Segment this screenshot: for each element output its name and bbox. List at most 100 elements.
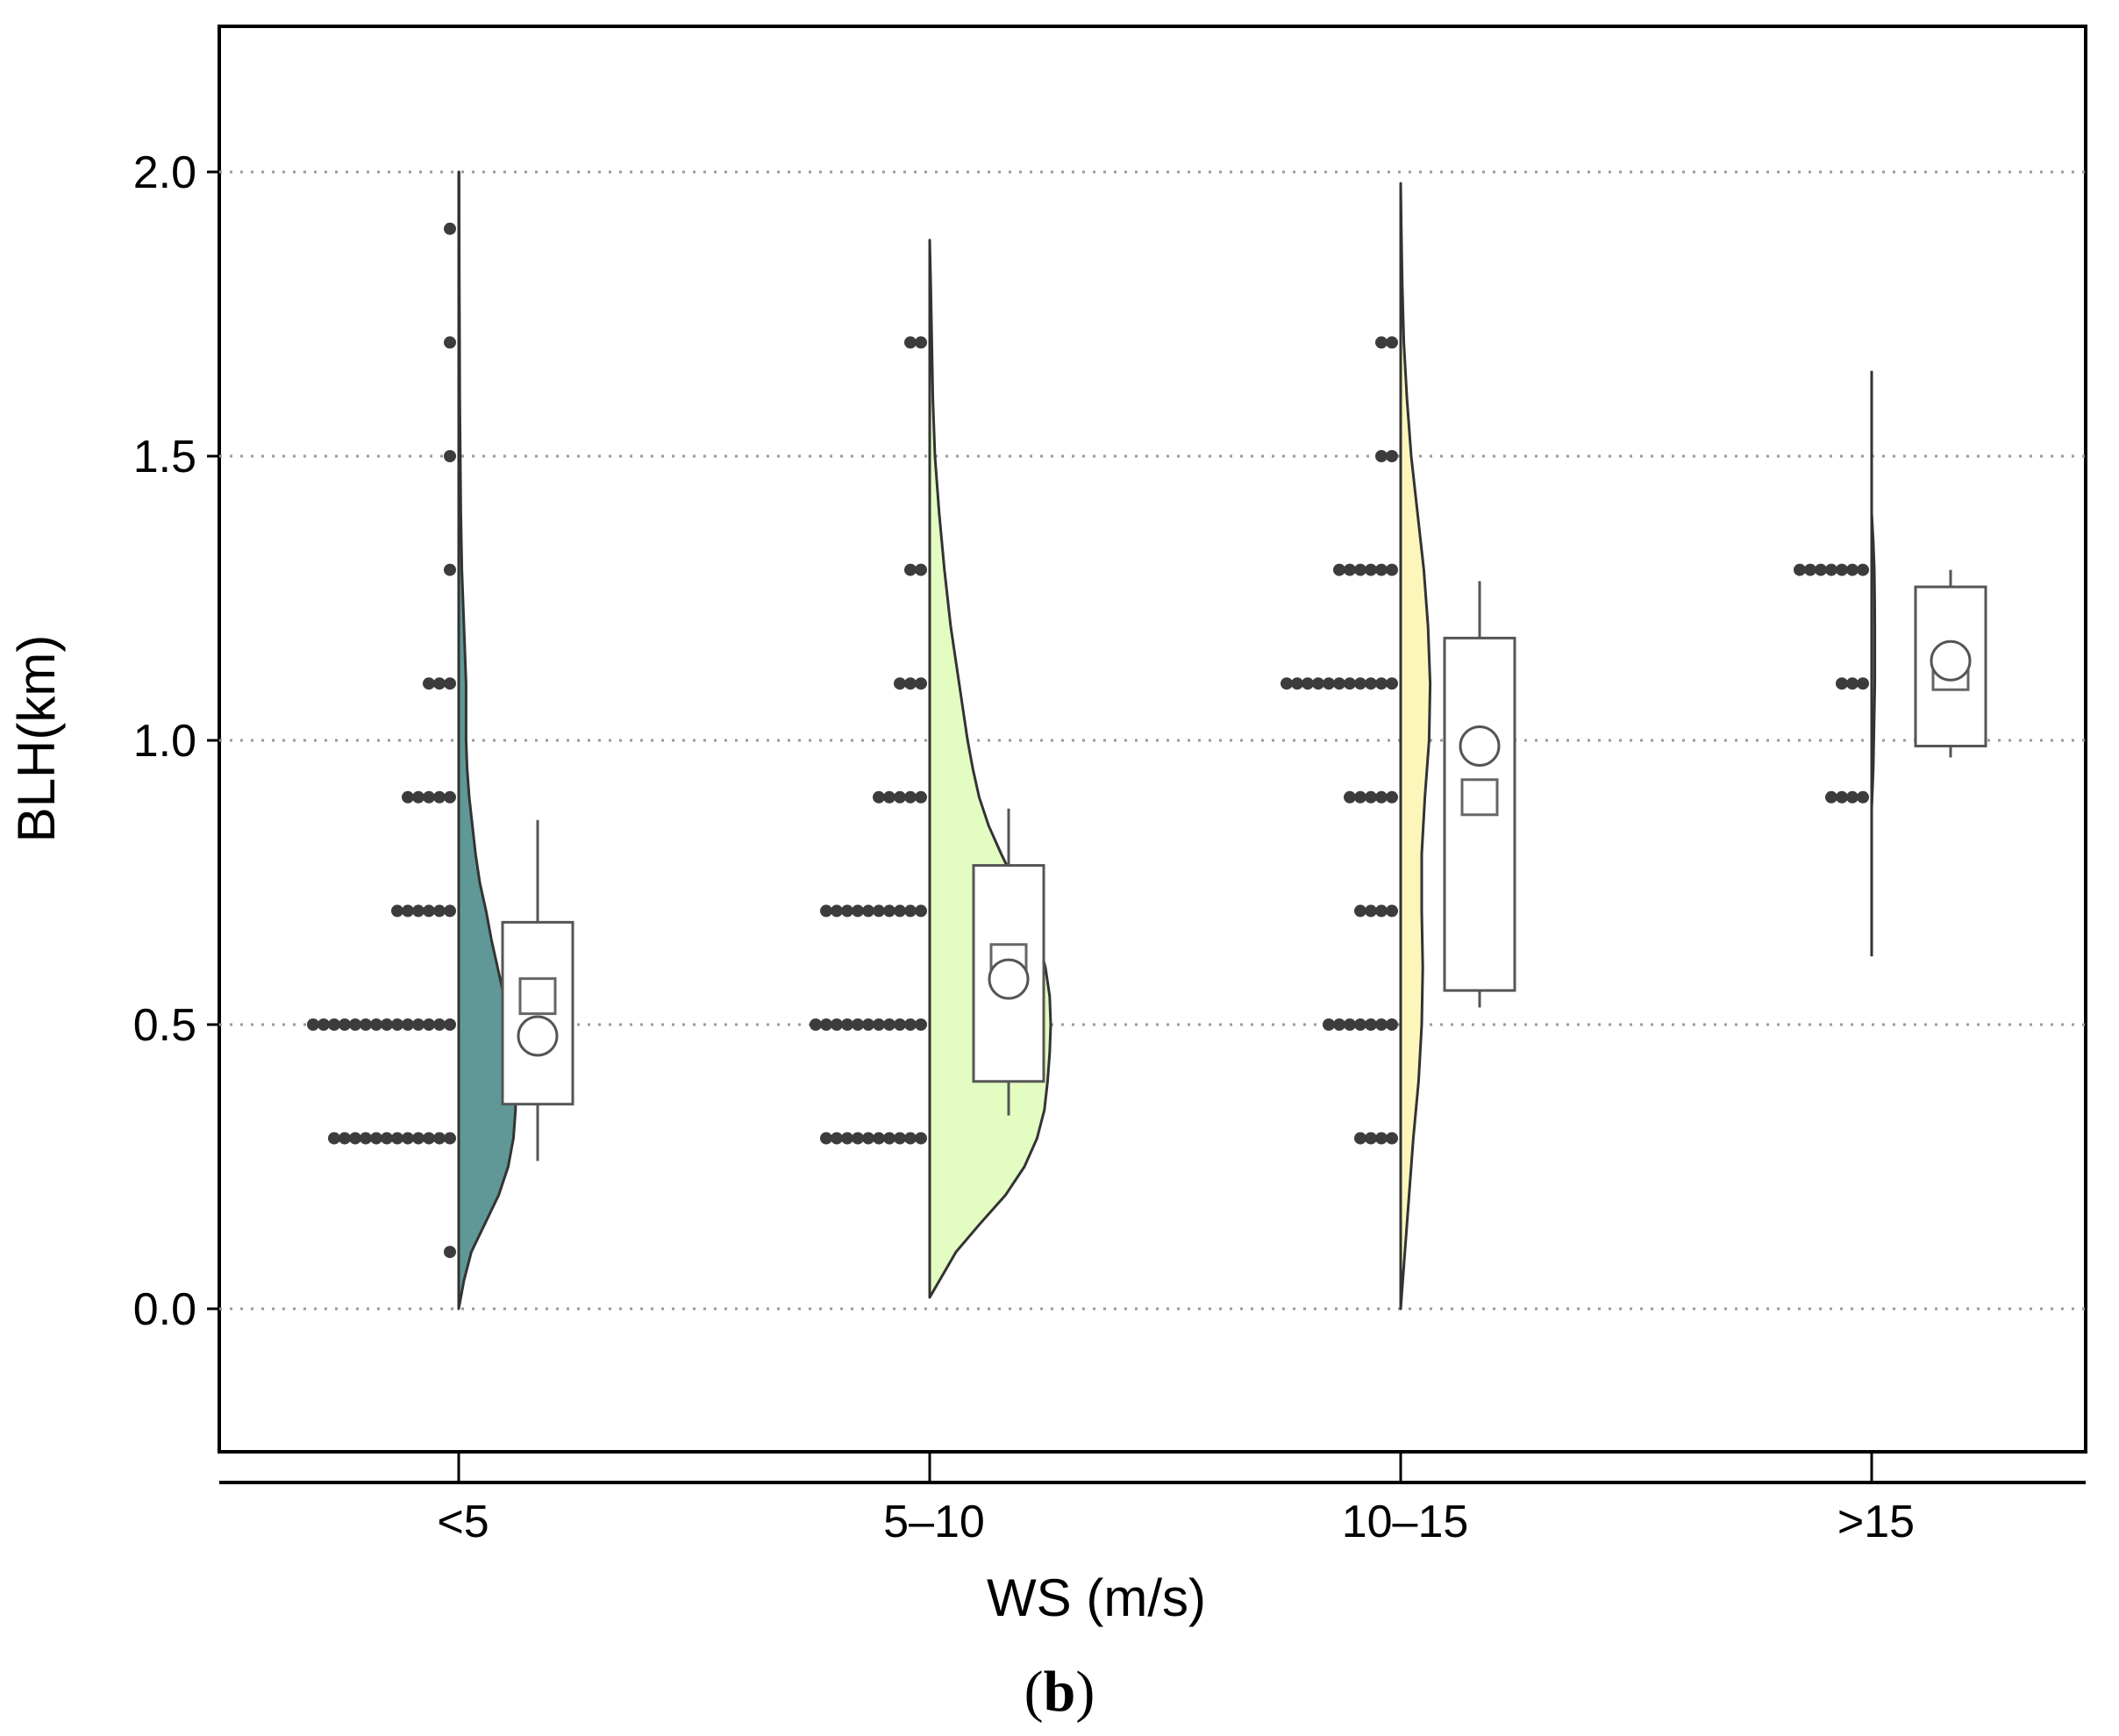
point-1-0-4 — [873, 1132, 885, 1145]
point-2-4-1 — [1375, 677, 1388, 690]
y-axis-ticks: 0.0 0.5 1.0 1.5 2.0 — [133, 147, 219, 1335]
point-2-5-4 — [1344, 563, 1356, 576]
x-axis-title: WS (m/s) — [987, 1568, 1206, 1627]
point-0-2-7 — [370, 1018, 382, 1031]
point-2-1-4 — [1344, 1018, 1356, 1031]
point-0-4-3 — [412, 790, 425, 804]
point-3-2-3 — [1825, 563, 1837, 576]
point-1-2-2 — [894, 904, 906, 918]
point-1-2-3 — [883, 904, 895, 918]
point-1-2-9 — [820, 904, 832, 918]
violin-0 — [457, 170, 517, 1311]
point-1-2-5 — [862, 904, 874, 918]
point-1-0-8 — [831, 1132, 843, 1145]
point-0-1-2 — [423, 1132, 435, 1145]
point-0-4-4 — [402, 790, 414, 804]
point-1-1-10 — [810, 1018, 822, 1031]
point-2-0-0 — [1386, 1132, 1398, 1145]
median-marker-0 — [518, 977, 557, 1016]
point-2-3-4 — [1344, 790, 1356, 804]
point-2-4-8 — [1302, 677, 1314, 690]
point-2-4-6 — [1323, 677, 1335, 690]
panel-label-open: ( — [1024, 1660, 1044, 1724]
point-1-0-1 — [904, 1132, 917, 1145]
point-1-2-7 — [841, 904, 853, 918]
series-0 — [307, 170, 574, 1311]
point-3-2-4 — [1815, 563, 1827, 576]
point-2-0-1 — [1375, 1132, 1388, 1145]
point-1-3-4 — [873, 790, 885, 804]
point-2-2-2 — [1365, 904, 1377, 918]
y-axis-title: BLH(km) — [7, 635, 66, 843]
point-2-1-1 — [1375, 1018, 1388, 1031]
x-tick-label-2: 10–15 — [1342, 1497, 1469, 1547]
point-0-2-11 — [328, 1018, 340, 1031]
point-2-3-2 — [1365, 790, 1377, 804]
point-0-1-11 — [328, 1132, 340, 1145]
mean-marker-2 — [1459, 725, 1501, 767]
point-2-4-10 — [1281, 677, 1293, 690]
point-1-1-4 — [873, 1018, 885, 1031]
point-1-0-6 — [852, 1132, 864, 1145]
point-0-2-12 — [317, 1018, 330, 1031]
point-0-1-9 — [349, 1132, 361, 1145]
violin-1 — [928, 239, 1052, 1299]
series-1 — [810, 239, 1052, 1299]
point-2-4-0 — [1386, 677, 1398, 690]
series-2 — [1281, 182, 1516, 1311]
y-tick-label-3: 1.5 — [133, 432, 196, 482]
y-tick-label-2: 1.0 — [133, 716, 196, 767]
point-0-2-0 — [444, 1018, 456, 1031]
point-2-3-3 — [1354, 790, 1366, 804]
point-0-1-5 — [391, 1132, 403, 1145]
point-0-3-2 — [423, 904, 435, 918]
point-1-0-2 — [894, 1132, 906, 1145]
point-3-0-3 — [1825, 790, 1837, 804]
point-2-6-0 — [1386, 450, 1398, 462]
point-1-5-0 — [915, 563, 927, 576]
point-1-4-2 — [894, 677, 906, 690]
point-1-3-2 — [894, 790, 906, 804]
point-2-0-2 — [1365, 1132, 1377, 1145]
point-0-5-0 — [444, 677, 456, 690]
point-3-1-0 — [1857, 677, 1869, 690]
point-0-4-1 — [433, 790, 446, 804]
point-3-0-0 — [1857, 790, 1869, 804]
point-2-5-3 — [1354, 563, 1366, 576]
point-0-4-0 — [444, 790, 456, 804]
point-0-3-3 — [412, 904, 425, 918]
point-3-0-2 — [1836, 790, 1848, 804]
point-0-1-8 — [360, 1132, 372, 1145]
box-2 — [1443, 636, 1516, 992]
point-1-0-7 — [841, 1132, 853, 1145]
point-2-4-5 — [1333, 677, 1345, 690]
point-2-0-3 — [1354, 1132, 1366, 1145]
point-1-2-0 — [915, 904, 927, 918]
point-0-2-3 — [412, 1018, 425, 1031]
point-0-3-5 — [391, 904, 403, 918]
point-2-5-5 — [1333, 563, 1345, 576]
plot-frame — [218, 25, 2087, 1454]
point-0-4-2 — [423, 790, 435, 804]
point-0-2-9 — [349, 1018, 361, 1031]
point-1-1-0 — [915, 1018, 927, 1031]
point-2-6-1 — [1375, 450, 1388, 462]
point-3-2-2 — [1836, 563, 1848, 576]
point-0-2-6 — [381, 1018, 393, 1031]
point-2-1-6 — [1323, 1018, 1335, 1031]
point-2-2-0 — [1386, 904, 1398, 918]
point-0-9-0 — [444, 222, 456, 235]
point-0-3-0 — [444, 904, 456, 918]
y-tick-label-1: 0.5 — [133, 1000, 196, 1051]
mean-marker-3 — [1930, 639, 1972, 682]
point-0-1-4 — [402, 1132, 414, 1145]
point-0-3-4 — [402, 904, 414, 918]
median-marker-2 — [1460, 778, 1499, 817]
point-2-4-7 — [1312, 677, 1324, 690]
point-1-2-4 — [873, 904, 885, 918]
point-1-0-0 — [915, 1132, 927, 1145]
point-2-5-1 — [1375, 563, 1388, 576]
point-0-1-0 — [444, 1132, 456, 1145]
point-1-4-0 — [915, 677, 927, 690]
point-1-1-6 — [852, 1018, 864, 1031]
